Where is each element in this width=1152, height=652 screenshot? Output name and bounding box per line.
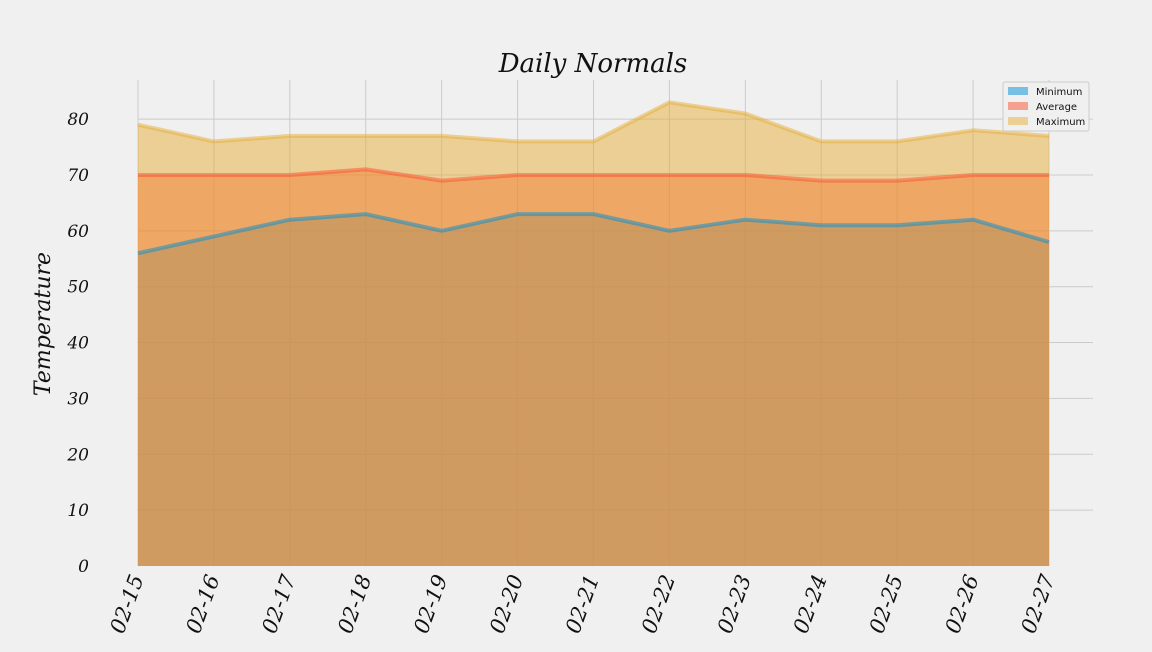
y-tick-label: 0 [78,557,89,577]
legend: Minimum Average Maximum [1002,81,1090,132]
x-tick-label: 02-20 [485,572,528,637]
y-axis-label: Temperature [31,252,56,396]
series-lines [137,100,1050,256]
legend-swatch-maximum [1008,117,1028,125]
y-tick-label: 20 [66,445,89,465]
x-tick-label: 02-26 [941,572,984,637]
chart-title: Daily Normals [498,49,688,79]
x-tick-label: 02-22 [637,572,680,637]
y-tick-label: 40 [66,334,89,354]
legend-label-maximum: Maximum [1036,117,1085,128]
line-minimum [137,212,1050,256]
y-tick-label: 60 [67,222,89,242]
y-ticks: 0 10 20 30 40 50 60 70 80 [66,110,89,577]
x-tick-label: 02-19 [409,572,452,637]
area-maximum [138,102,1049,567]
y-tick-label: 30 [67,389,89,409]
y-tick-label: 70 [67,166,89,186]
x-tick-label: 02-18 [333,572,376,637]
x-tick-label: 02-23 [713,572,756,637]
legend-swatch-minimum [1008,87,1028,95]
x-tick-label: 02-16 [181,572,224,637]
x-tick-label: 02-25 [865,572,908,637]
x-tick-label: 02-21 [561,572,604,637]
y-tick-label: 10 [67,501,89,521]
legend-label-minimum: Minimum [1036,87,1082,98]
line-average [138,167,1049,183]
series-areas [138,102,1049,567]
y-tick-label: 80 [67,110,89,130]
x-tick-label: 02-15 [105,572,148,637]
x-tick-label: 02-27 [1016,571,1059,637]
x-ticks: 02-15 02-16 02-17 02-18 02-19 02-20 02-21 02-22… [105,571,1059,637]
line-maximum [137,100,1050,144]
y-tick-label: 50 [67,278,89,298]
x-tick-label: 02-24 [789,572,832,637]
x-tick-label: 02-17 [257,571,300,637]
legend-swatch-average [1008,102,1028,110]
legend-label-average: Average [1036,102,1077,113]
